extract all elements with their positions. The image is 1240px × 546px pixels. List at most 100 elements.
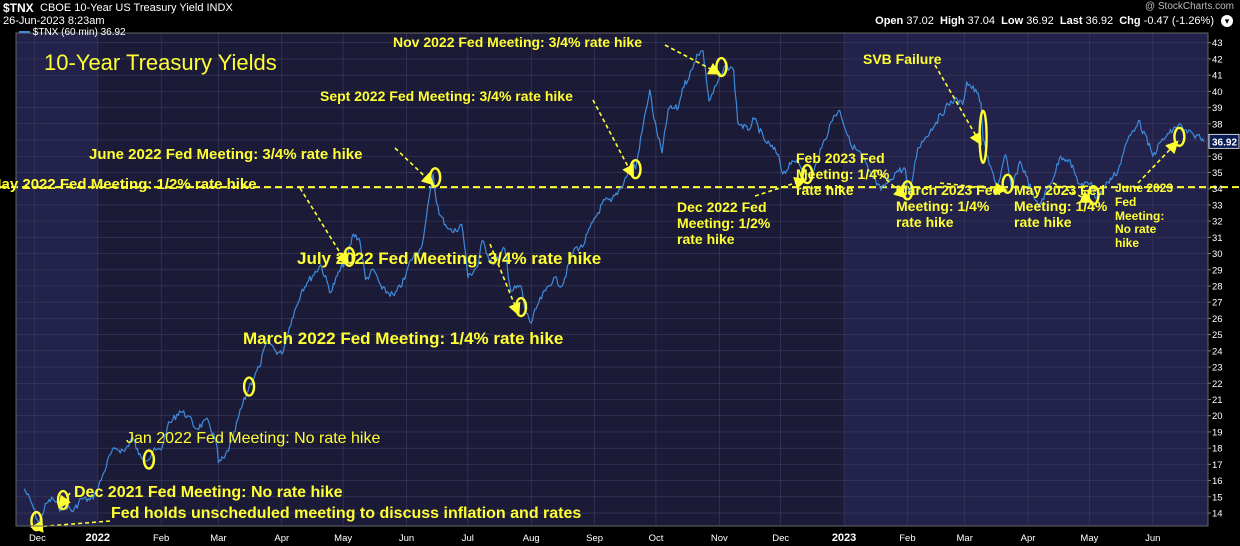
tick-label-y: 14 [1212,509,1223,520]
tick-label-x: Feb [899,533,915,544]
tick-label-y: 41 [1212,71,1223,82]
tick-label-x: Apr [274,533,289,544]
series-line [23,50,1205,524]
tick-label-x: Apr [1021,533,1036,544]
chart-menu-icon[interactable]: ▾ [1221,15,1233,27]
event-label-may-2023: May 2023 Fed Meeting: 1/4% rate hike [1014,182,1108,231]
symbol: $TNX [3,1,34,15]
tick-label-y: 24 [1212,346,1223,357]
tick-label-y: 35 [1212,168,1223,179]
tick-label-y: 27 [1212,298,1223,309]
event-label-dec-2022: Dec 2022 Fed Meeting: 1/2% rate hike [677,199,771,248]
annotation-arrow [58,492,71,509]
tick-label-y: 36 [1212,152,1223,163]
band-2022 [97,33,845,526]
chart-date: 26-Jun-2023 8:23am [3,15,105,27]
event-label-mar-2022: March 2022 Fed Meeting: 1/4% rate hike [243,329,564,348]
price-tag-label: 36.92 [1212,137,1237,148]
tick-label-x: Mar [957,533,973,544]
event-label-unscheduled: Fed holds unscheduled meeting to discuss… [111,505,582,522]
event-label-jun-2023: June 2023 Fed Meeting: No rate hike [1115,181,1174,251]
chg-label: Chg [1119,15,1141,27]
tick-label-y: 29 [1212,265,1223,276]
tick-label-x: Dec [772,533,789,544]
tick-label-y: 16 [1212,476,1223,487]
high-value: 37.04 [967,15,996,27]
tick-label-y: 34 [1212,184,1223,195]
event-label-jan-2022: Jan 2022 Fed Meeting: No rate hike [126,430,381,447]
low-value: 36.92 [1026,15,1054,27]
tick-label-y: 21 [1212,395,1223,406]
tick-label-y: 39 [1212,103,1223,114]
event-label-may-2022: May 2022 Fed Meeting: 1/2% rate hike [0,176,257,193]
chg-value: -0.47 (-1.26%) [1143,15,1214,27]
band-2021 [16,33,98,526]
event-label-nov-2022: Nov 2022 Fed Meeting: 3/4% rate hike [393,34,642,50]
tick-label-x: 2023 [832,532,856,544]
tick-label-x: Jun [1145,533,1160,544]
tick-label-y: 20 [1212,411,1223,422]
last-value: 36.92 [1085,15,1114,27]
open-label: Open [875,15,904,27]
tick-label-y: 40 [1212,87,1223,98]
tick-label-x: Mar [210,533,226,544]
price-tag-box [1208,133,1240,149]
event-label-dec-2021: Dec 2021 Fed Meeting: No rate hike [74,484,343,501]
last-label: Last [1059,15,1083,27]
tick-label-x: Jul [462,533,474,544]
tick-label-x: May [334,533,352,544]
event-label-sep-2022: Sept 2022 Fed Meeting: 3/4% rate hike [320,88,573,104]
tick-label-y: 18 [1212,444,1223,455]
tick-label-y: 28 [1212,281,1223,292]
watermark: @ StockCharts.com [1144,1,1234,12]
tick-label-y: 32 [1212,217,1223,228]
tick-label-x: Nov [711,533,728,544]
annotation-arrow [939,182,1008,196]
tick-label-y: 23 [1212,363,1223,374]
annotation-arrow [664,44,722,75]
tick-label-y: 42 [1212,54,1223,65]
legend-entry: $TNX (60 min) 36.92 [19,27,126,38]
annotation-arrow [394,147,435,186]
tick-label-y: 43 [1212,38,1223,49]
annotation-arrow [934,64,982,146]
event-label-mar-2023: March 2023 Fed Meeting: 1/4% rate hike [896,182,1002,231]
tick-label-y: 26 [1212,314,1223,325]
annotation-arrow [754,176,808,197]
event-label-jun-2022: June 2022 Fed Meeting: 3/4% rate hike [89,146,363,163]
tick-label-x: 2022 [86,532,110,544]
tick-label-y: 17 [1212,460,1223,471]
tick-label-x: Jun [399,533,414,544]
annotation-arrow [592,99,635,179]
event-label-svb: SVB Failure [863,51,942,67]
annotation-arrow [489,243,521,317]
tick-label-y: 22 [1212,379,1223,390]
high-label: High [940,15,965,27]
low-label: Low [1001,15,1024,27]
event-label-feb-2023: Feb 2023 Fed Meeting: 1/4% rate hike [796,150,890,199]
event-marker-14 [1173,126,1186,147]
annotation-arrow [1137,140,1179,184]
tick-label-x: Dec [29,533,46,544]
plot-frame [15,32,1209,527]
tick-label-x: Oct [649,533,664,544]
tick-label-y: 31 [1212,233,1223,244]
quote-bar: Open 37.02 High 37.04 Low 36.92 Last 36.… [875,15,1214,27]
annotation-arrow [299,187,348,266]
tick-label-x: Feb [153,533,169,544]
tick-label-y: 19 [1212,427,1223,438]
legend-label: $TNX (60 min) 36.92 [32,27,126,38]
tick-label-y: 38 [1212,119,1223,130]
chart-title: 10-Year Treasury Yields [44,50,277,75]
event-marker-2 [142,449,156,470]
tick-label-x: Aug [523,533,540,544]
tick-label-y: 25 [1212,330,1223,341]
symbol-name: CBOE 10-Year US Treasury Yield INDX [40,2,233,14]
open-value: 37.02 [906,15,934,27]
event-label-jul-2022: July 2022 Fed Meeting: 3/4% rate hike [297,249,602,268]
tick-label-x: Sep [586,533,603,544]
tick-label-y: 15 [1212,492,1223,503]
legend-swatch [19,31,30,34]
band-2023 [844,33,1208,526]
